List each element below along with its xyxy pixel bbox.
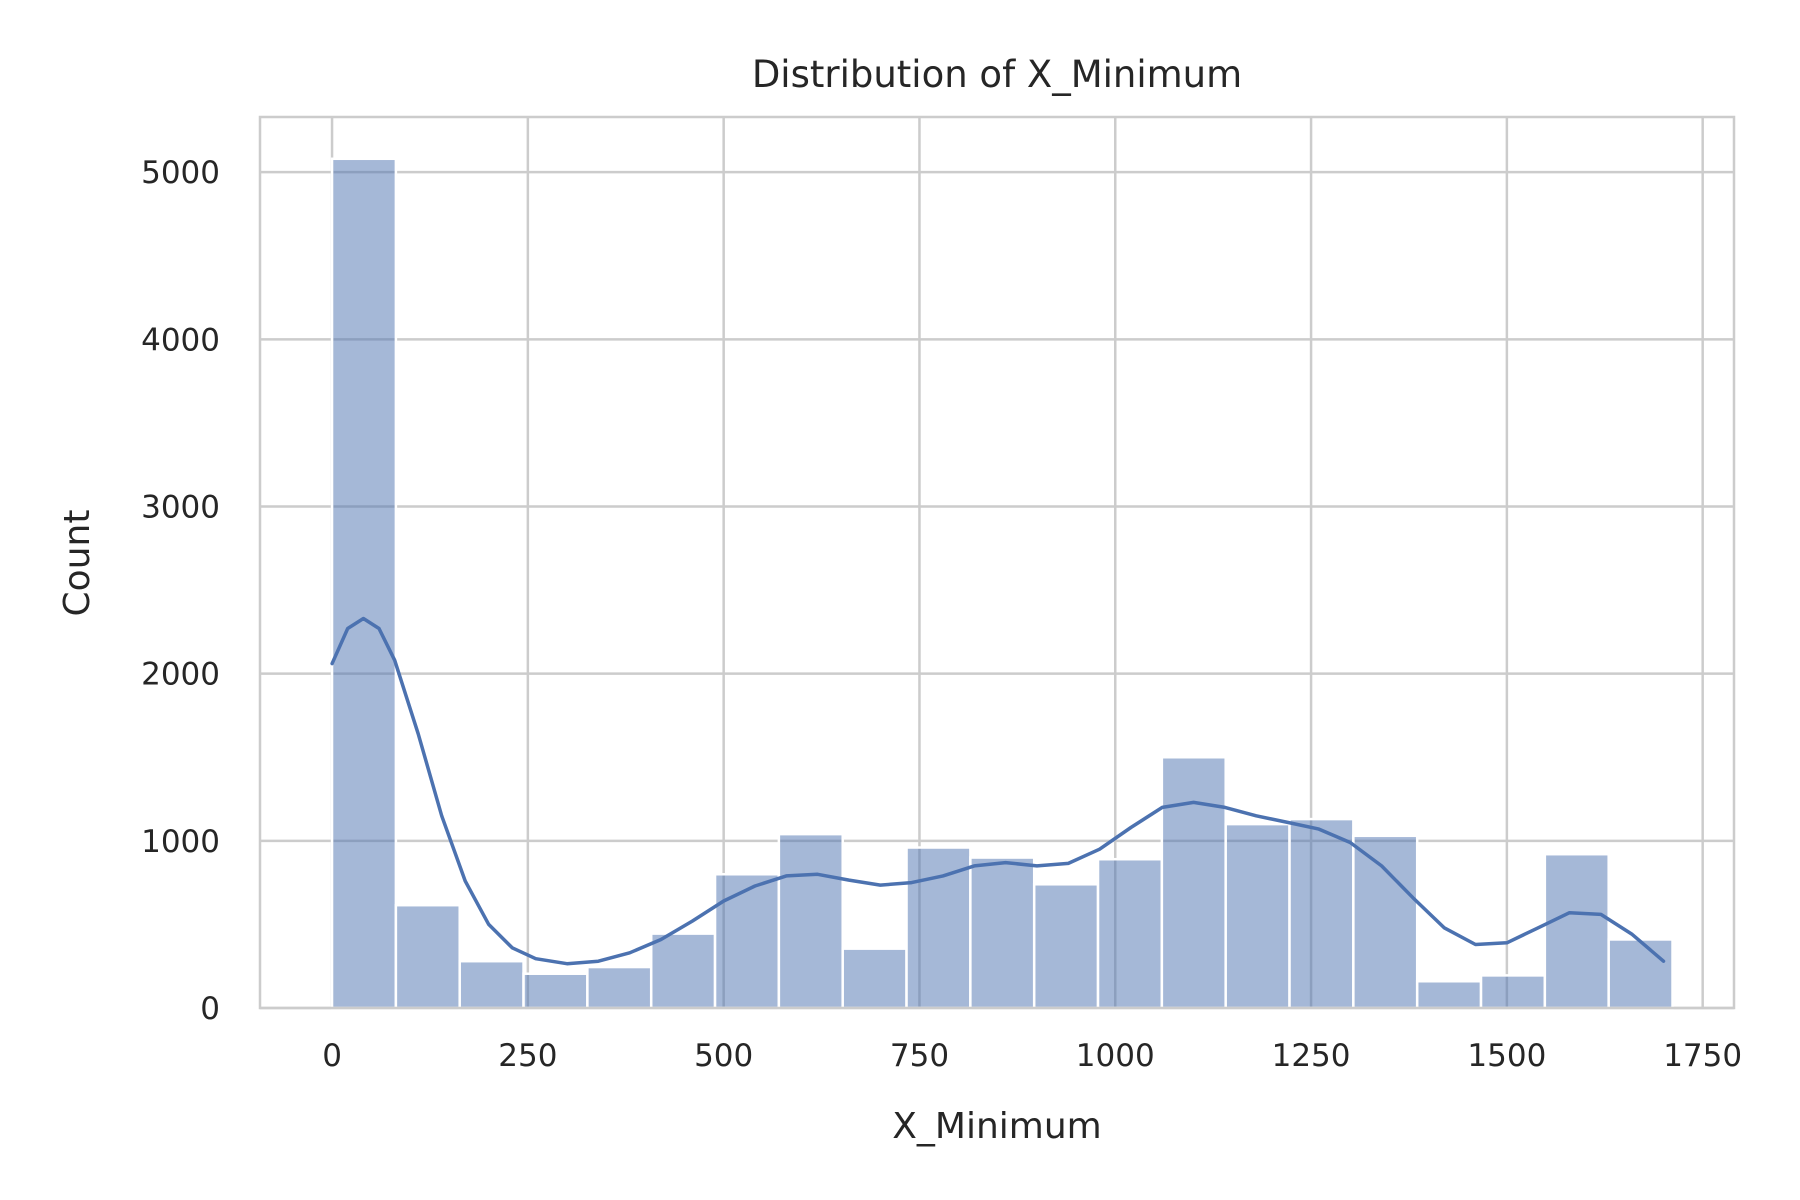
y-tick-labels: 0 1000 2000 3000 4000 5000 [141,155,220,1027]
histogram-bar [1415,980,1483,1010]
y-axis-label: Count [57,510,98,617]
histogram-bar [1160,755,1227,1010]
plot-frame [258,115,1736,1010]
grid-lines [260,117,1734,1010]
histogram-bar [777,832,844,1010]
histogram-bar [586,965,653,1010]
histogram-bar [713,873,781,1010]
chart-title: Distribution of X_Minimum [752,53,1242,96]
histogram-bar [1607,938,1674,1010]
histogram-bar [841,947,908,1010]
x-axis-label: X_Minimum [892,1106,1102,1147]
y-tick-label: 1000 [141,824,220,860]
x-tick-label: 1250 [1272,1038,1351,1074]
histogram-bar [394,903,461,1010]
y-tick-label: 0 [200,991,220,1027]
histogram-bar [1096,857,1164,1010]
histogram-bar [1032,883,1100,1010]
y-tick-label: 4000 [141,322,220,358]
histogram-bar [1352,834,1419,1010]
kde-line [330,616,1666,966]
histogram-bar [1224,822,1291,1010]
histogram-bar [1479,974,1547,1010]
histogram-bar [649,932,717,1010]
y-tick-label: 5000 [141,155,220,191]
x-tick-label: 1750 [1663,1038,1742,1074]
histogram-bar [1543,852,1610,1010]
x-tick-label: 1000 [1076,1038,1155,1074]
histogram-bar [458,959,525,1010]
y-tick-label: 2000 [141,657,220,693]
x-tick-labels: 0 250 500 750 1000 1250 1500 1750 [322,1038,1742,1074]
x-tick-label: 0 [322,1038,342,1074]
x-tick-label: 500 [694,1038,753,1074]
histogram-bar [969,856,1036,1010]
x-tick-label: 250 [498,1038,557,1074]
histogram-bar [522,972,589,1010]
histogram-bars [330,157,1674,1010]
histogram-bar [905,846,972,1010]
x-tick-label: 750 [890,1038,949,1074]
histogram-bar [330,157,398,1010]
y-tick-label: 3000 [141,489,220,525]
x-tick-label: 1500 [1467,1038,1546,1074]
histogram-bar [1288,817,1355,1010]
